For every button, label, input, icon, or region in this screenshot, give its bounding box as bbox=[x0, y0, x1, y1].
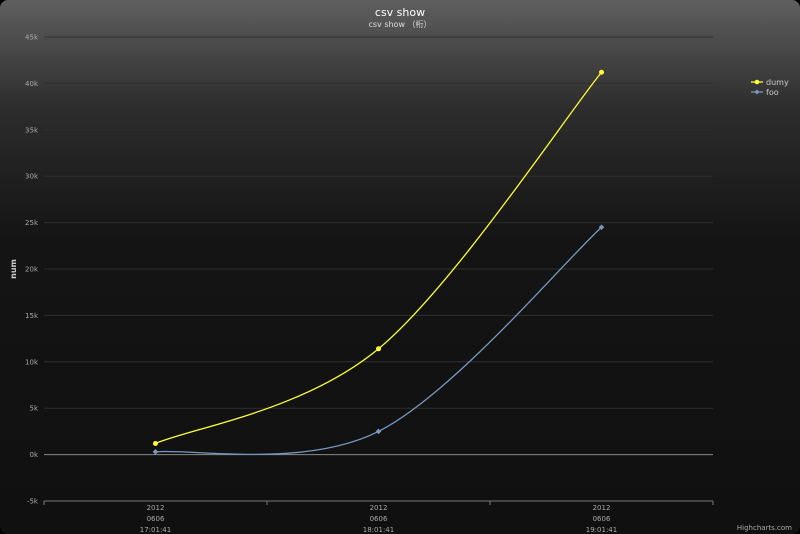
y-tick-label: 20k bbox=[25, 266, 39, 274]
data-point-dumy[interactable] bbox=[153, 440, 158, 446]
x-tick-label: 2012 0606 18:01:41 bbox=[363, 504, 394, 534]
series-line-dumy bbox=[155, 71, 603, 445]
chart-title: csv show bbox=[374, 6, 426, 19]
data-point-foo[interactable] bbox=[152, 449, 159, 455]
y-tick-label: 40k bbox=[25, 80, 39, 88]
legend-label-dumy[interactable]: dumy bbox=[766, 78, 789, 87]
y-tick-label: 15k bbox=[25, 312, 39, 320]
chart-subtitle: csv show （桁） bbox=[368, 20, 432, 29]
y-tick-label: 10k bbox=[25, 358, 39, 366]
legend-label-foo[interactable]: foo bbox=[766, 88, 779, 97]
y-axis-title: num bbox=[9, 259, 18, 279]
y-tick-label: -5k bbox=[27, 498, 39, 506]
y-tick-label: 35k bbox=[25, 126, 39, 134]
y-tick-label: 25k bbox=[25, 219, 39, 227]
legend-marker-foo[interactable] bbox=[754, 89, 760, 95]
y-tick-label: 30k bbox=[25, 173, 39, 181]
credits-link[interactable]: Highcharts.com bbox=[737, 524, 792, 532]
series-line-foo bbox=[155, 226, 602, 456]
legend-marker-dumy[interactable] bbox=[754, 79, 760, 85]
data-point-foo[interactable] bbox=[598, 224, 605, 231]
y-tick-label: 5k bbox=[29, 405, 38, 413]
data-point-dumy[interactable] bbox=[376, 346, 381, 352]
data-point-dumy[interactable] bbox=[599, 69, 604, 75]
x-tick-label: 2012 0606 19:01:41 bbox=[586, 504, 617, 534]
x-tick-label: 2012 0606 17:01:41 bbox=[140, 504, 171, 534]
y-tick-label: 45k bbox=[25, 34, 39, 42]
data-point-foo[interactable] bbox=[375, 428, 382, 435]
y-tick-label: 0k bbox=[29, 451, 38, 459]
